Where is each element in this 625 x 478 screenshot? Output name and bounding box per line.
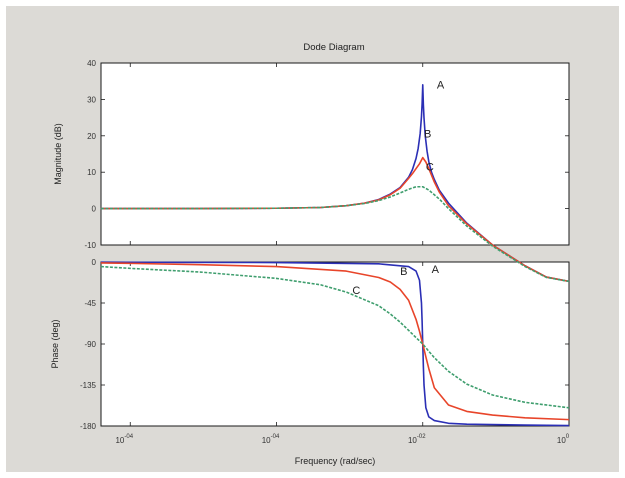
x-tick-exponent: -04	[271, 434, 280, 440]
phase-ylabel: Phase (deg)	[50, 319, 60, 368]
x-tick-exponent: -04	[124, 434, 133, 440]
x-tick-base: 10	[408, 436, 417, 445]
x-tick-label: 100	[557, 434, 570, 445]
magnitude-plot-area	[100, 62, 570, 246]
y-tick-label: 0	[92, 258, 97, 267]
x-tick-base: 10	[557, 436, 566, 445]
magnitude-label-a: A	[437, 79, 445, 91]
phase-label-b: B	[400, 266, 407, 278]
x-tick-label: 10-04	[262, 434, 280, 445]
phase-label-a: A	[432, 264, 440, 276]
phase-plot-area	[100, 261, 570, 427]
phase-label-c: C	[352, 285, 360, 297]
x-tick-base: 10	[115, 436, 124, 445]
y-tick-label: -10	[84, 241, 96, 250]
phase-curve-b	[100, 262, 570, 421]
y-tick-label: 0	[92, 205, 97, 214]
y-tick-label: 20	[87, 132, 96, 141]
chart-title: Dode Diagram	[303, 42, 364, 53]
y-tick-label: 40	[87, 59, 96, 68]
x-tick-exponent: 0	[566, 434, 570, 440]
x-tick-base: 10	[262, 436, 271, 445]
chart-marks: 10-0410-0410-021001002403020100-100-45-9…	[80, 59, 570, 445]
y-tick-label: -90	[84, 340, 96, 349]
y-tick-label: 30	[87, 95, 96, 104]
magnitude-label-b: B	[424, 129, 431, 141]
y-tick-label: -45	[84, 299, 96, 308]
bode-diagram-chart: Dode Diagram Magnitude (dB) Phase (deg) …	[50, 42, 570, 466]
x-tick-exponent: -02	[417, 434, 426, 440]
x-tick-label: 10-04	[115, 434, 133, 445]
phase-axes	[100, 261, 570, 427]
figure-window: Dode Diagram Magnitude (dB) Phase (deg) …	[6, 6, 619, 472]
magnitude-curve-b	[100, 156, 570, 283]
y-tick-label: -180	[80, 422, 97, 431]
magnitude-label-c: C	[426, 161, 434, 173]
magnitude-ylabel: Magnitude (dB)	[53, 123, 63, 185]
x-tick-label: 10-02	[408, 434, 426, 445]
y-tick-label: -135	[80, 381, 97, 390]
y-tick-label: 10	[87, 168, 96, 177]
magnitude-axes	[100, 62, 570, 246]
x-axis-label: Frequency (rad/sec)	[295, 456, 376, 466]
phase-curve-c	[100, 265, 570, 409]
